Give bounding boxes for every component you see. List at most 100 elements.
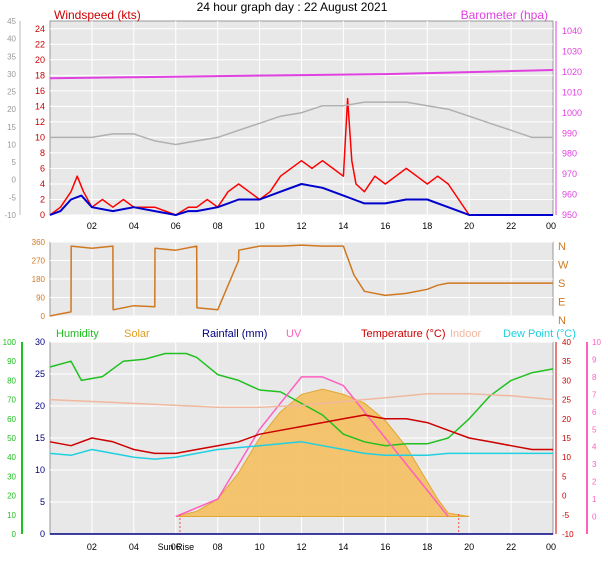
outer-scale-ticks: 45 40 35 30 25 20 15 10 5 0 -5 -10	[4, 17, 21, 220]
temperature-tick-label: -5	[562, 511, 570, 520]
rainfall-tick-label: 5	[40, 497, 45, 507]
barometer-tick-label: 1030	[562, 47, 582, 57]
outer-tick-label: 25	[7, 88, 16, 97]
uv-tick-label: 8	[592, 373, 597, 382]
temp-series	[49, 352, 554, 535]
barometer-tick-label: 1010	[562, 87, 582, 97]
barometer-tick-label: 990	[562, 128, 577, 138]
x-tick-label: 06	[171, 221, 181, 231]
solar-area	[175, 388, 470, 517]
outer-tick-label: 35	[7, 52, 16, 61]
temperature-tick-label: 35	[562, 357, 571, 366]
outer-tick-label: -10	[4, 211, 16, 220]
outer-tick-label: -5	[9, 193, 17, 202]
windspeed-tick-label: 20	[35, 55, 45, 65]
barometer-tick-label: 1000	[562, 108, 582, 118]
windspeed-tick-label: 10	[35, 132, 45, 142]
sun-markers: Sun Rise	[158, 514, 460, 552]
indoor-line	[49, 393, 554, 409]
humidity-tick-label: 60	[7, 415, 16, 424]
outer-tick-label: 10	[7, 140, 16, 149]
dew-point-line	[49, 441, 553, 460]
x-tick-label: 12	[296, 542, 306, 552]
x-tick-label: 18	[422, 542, 432, 552]
rainfall-tick-label: 0	[40, 529, 45, 539]
rainfall-ticks: 30 25 20 15 10 5 0	[35, 337, 45, 539]
x-tick-label: 04	[129, 221, 139, 231]
x-tick-label: 10	[255, 221, 265, 231]
temp-x-tick-labels: 02 04 06 08 10 12 14 16 18 20 22 00	[87, 542, 556, 552]
temperature-tick-label: 0	[562, 492, 567, 501]
wind-grid	[50, 21, 553, 216]
temperature-tick-label: 25	[562, 396, 571, 405]
legend-entry: Humidity	[56, 328, 99, 340]
uv-line	[175, 376, 449, 518]
barometer-line	[49, 69, 554, 80]
humidity-tick-label: 20	[7, 492, 16, 501]
humidity-tick-label: 0	[12, 530, 17, 539]
x-tick-label: 22	[506, 542, 516, 552]
legend-entry: Rainfall (mm)	[202, 328, 267, 340]
direction-tick-label: 180	[32, 275, 46, 284]
uv-tick-label: 2	[592, 478, 597, 487]
temperature-tick-label: 40	[562, 338, 571, 347]
windspeed-tick-label: 14	[35, 101, 45, 111]
wind-direction-line	[49, 244, 553, 317]
legend-entry: Solar	[124, 328, 150, 340]
humidity-line	[49, 352, 554, 447]
temperature-tick-label: 30	[562, 376, 571, 385]
windspeed-tick-label: 6	[40, 163, 45, 173]
windspeed-tick-label: 22	[35, 39, 45, 49]
humidity-tick-label: 10	[7, 511, 16, 520]
x-tick-label: 02	[87, 542, 97, 552]
barometer-tick-label: 1040	[562, 26, 582, 36]
barometer-ticks: 1040 1030 1020 1010 1000 990 980 970 960 950	[555, 21, 582, 220]
humidity-tick-label: 70	[7, 396, 16, 405]
legend-entry: Temperature (°C)	[361, 328, 445, 340]
direction-tick-label: 270	[32, 257, 46, 266]
direction-degree-ticks: 360 270 180 90 0	[32, 238, 46, 321]
graph-title: 24 hour graph day : 22 August 2021	[197, 0, 388, 14]
windspeed-tick-label: 16	[35, 86, 45, 96]
humidity-tick-label: 40	[7, 453, 16, 462]
barometer-tick-label: 1020	[562, 67, 582, 77]
x-tick-label: 20	[464, 221, 474, 231]
outer-tick-label: 15	[7, 123, 16, 132]
outer-tick-label: 20	[7, 105, 16, 114]
x-tick-label: 16	[380, 221, 390, 231]
direction-tick-label: 0	[41, 312, 46, 321]
uv-tick-label: 9	[592, 355, 597, 364]
windspeed-tick-label: 0	[40, 210, 45, 220]
uv-tick-label: 7	[592, 390, 597, 399]
rainfall-tick-label: 25	[35, 369, 45, 379]
x-tick-label: 22	[506, 221, 516, 231]
outer-tick-label: 0	[12, 176, 17, 185]
grey-wind-trace-line	[50, 101, 553, 146]
temperature-tick-label: 10	[562, 453, 571, 462]
humidity-tick-label: 50	[7, 434, 16, 443]
uv-tick-label: 6	[592, 408, 597, 417]
windspeed-tick-label: 18	[35, 70, 45, 80]
rainfall-tick-label: 30	[35, 337, 45, 347]
direction-tick-label: 90	[36, 294, 45, 303]
outer-tick-label: 40	[7, 35, 16, 44]
x-tick-label: 08	[213, 542, 223, 552]
outer-tick-label: 5	[12, 158, 17, 167]
windspeed-tick-label: 24	[35, 24, 45, 34]
compass-label: W	[558, 260, 569, 272]
sun-rise-label: Sun Rise	[158, 542, 195, 552]
humidity-tick-label: 100	[3, 338, 17, 347]
x-tick-label: 10	[255, 542, 265, 552]
temperature-tick-label: 20	[562, 415, 571, 424]
rainfall-tick-label: 15	[35, 433, 45, 443]
humidity-tick-label: 90	[7, 357, 16, 366]
temperature-tick-label: -10	[562, 530, 574, 539]
compass-label: N	[558, 315, 566, 327]
x-tick-label: 14	[338, 542, 348, 552]
direction-series	[49, 244, 553, 317]
temperature-tick-label: 5	[562, 472, 567, 481]
x-tick-label: 00	[546, 542, 556, 552]
compass-label: N	[558, 241, 566, 253]
